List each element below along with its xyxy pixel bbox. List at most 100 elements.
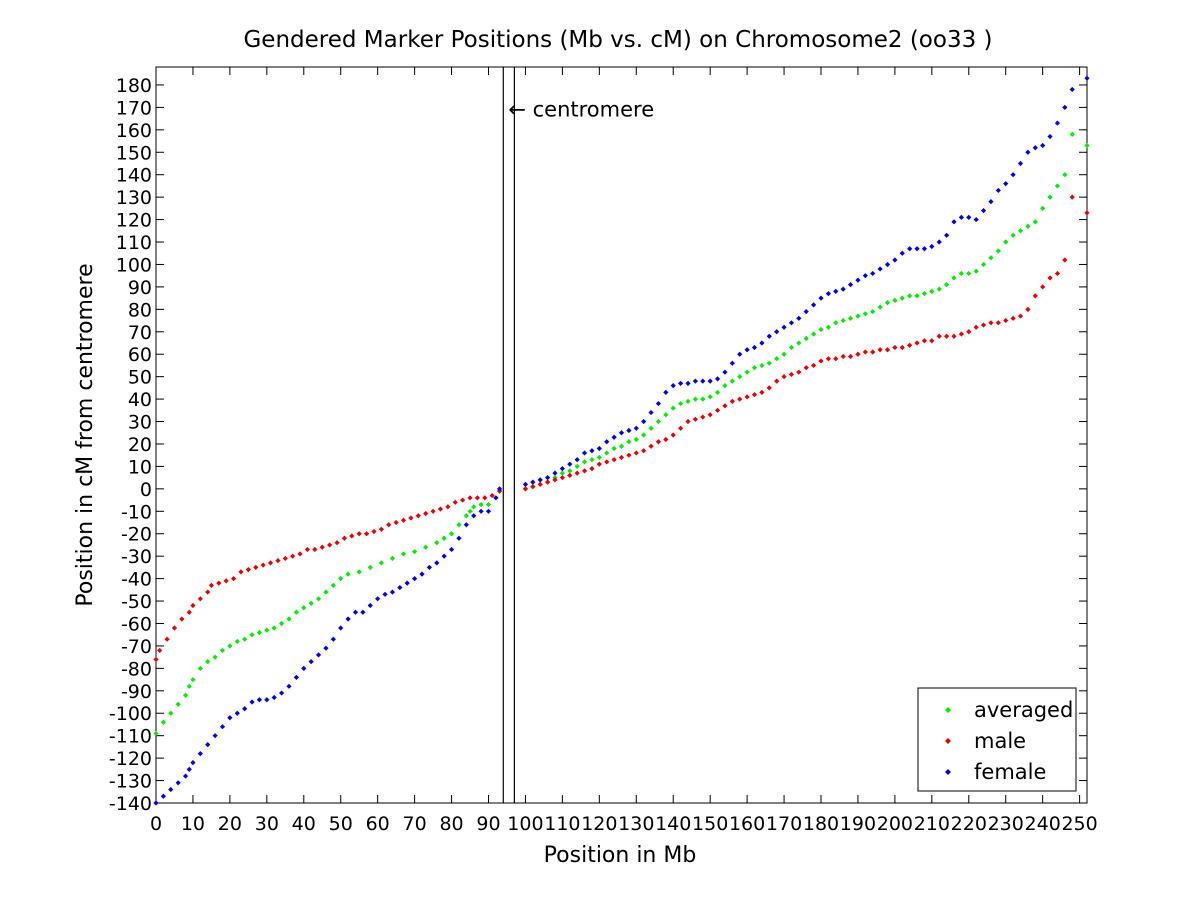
data-point-averaged xyxy=(423,544,429,550)
data-point-female xyxy=(966,214,972,220)
x-axis-label: Position in Mb xyxy=(544,843,697,868)
data-point-female xyxy=(389,589,396,595)
data-point-female xyxy=(825,291,831,297)
x-tick-label: 230 xyxy=(988,813,1024,835)
data-point-male xyxy=(958,331,964,337)
data-point-averaged xyxy=(988,255,994,261)
data-point-male xyxy=(190,602,196,609)
data-point-male xyxy=(781,374,787,380)
y-tick-label: -40 xyxy=(121,569,152,591)
data-point-averaged xyxy=(279,620,285,627)
data-point-male xyxy=(648,443,654,449)
y-tick-label: -50 xyxy=(121,591,152,613)
data-point-averaged xyxy=(308,600,314,606)
legend: averaged male female xyxy=(917,687,1077,792)
data-point-female xyxy=(1047,133,1053,140)
data-point-female xyxy=(537,477,543,483)
data-point-averaged xyxy=(803,335,809,342)
data-point-male xyxy=(581,468,588,474)
data-point-male xyxy=(714,407,721,413)
data-point-female xyxy=(936,239,942,245)
legend-box xyxy=(917,687,1077,792)
data-point-averaged xyxy=(862,311,868,317)
data-point-female xyxy=(899,250,905,256)
data-point-male xyxy=(460,497,466,503)
data-point-averaged xyxy=(467,508,473,514)
data-point-averaged xyxy=(936,286,942,292)
data-point-averaged xyxy=(973,268,979,274)
y-axis-label: Position in cM from centromere xyxy=(73,263,98,606)
y-tick-label: -10 xyxy=(121,501,152,523)
data-point-male xyxy=(678,425,684,431)
data-point-female xyxy=(626,427,632,434)
data-point-female xyxy=(382,591,388,597)
data-point-male xyxy=(197,596,203,602)
data-point-female xyxy=(1032,145,1038,151)
data-point-male xyxy=(1040,284,1046,290)
data-point-averaged xyxy=(596,454,602,461)
data-point-male xyxy=(855,351,861,357)
y-tick-label: 180 xyxy=(116,75,152,97)
data-point-averaged xyxy=(574,463,580,470)
data-point-female xyxy=(426,564,432,570)
data-point-averaged xyxy=(847,315,854,321)
data-point-female xyxy=(618,430,625,436)
y-tick-label: 150 xyxy=(116,142,152,164)
data-point-averaged xyxy=(907,293,913,299)
data-point-female xyxy=(456,535,462,541)
x-tick-label: 0 xyxy=(150,813,162,835)
data-point-averaged xyxy=(389,555,396,562)
y-tick-label: 60 xyxy=(128,344,152,366)
data-point-male xyxy=(467,495,473,501)
data-point-male xyxy=(452,499,458,505)
data-point-female xyxy=(493,495,499,501)
legend-label-averaged: averaged xyxy=(974,698,1073,722)
data-point-male xyxy=(157,647,163,654)
data-point-male xyxy=(530,484,536,490)
x-tick-label: 200 xyxy=(877,813,913,835)
data-point-female xyxy=(242,706,248,712)
data-point-male xyxy=(245,567,251,573)
data-point-male xyxy=(208,582,215,588)
data-point-male xyxy=(596,461,602,467)
data-point-averaged xyxy=(1032,219,1038,225)
data-point-averaged xyxy=(456,522,462,528)
data-point-female xyxy=(441,553,447,559)
data-point-female xyxy=(1084,75,1090,81)
x-tick-label: 180 xyxy=(803,813,839,835)
data-point-averaged xyxy=(212,654,218,660)
data-point-male xyxy=(803,365,809,371)
data-point-averaged xyxy=(234,638,240,645)
data-point-male xyxy=(759,389,765,395)
data-point-averaged xyxy=(980,261,987,268)
data-point-female xyxy=(611,434,617,440)
data-point-male xyxy=(936,333,942,339)
data-point-male xyxy=(833,356,839,362)
y-tick-label: -90 xyxy=(121,681,152,703)
data-point-female xyxy=(153,800,159,806)
data-point-female xyxy=(367,602,373,609)
y-tick-label: 90 xyxy=(128,277,152,299)
data-point-averaged xyxy=(1010,232,1016,238)
y-tick-label: -140 xyxy=(109,793,152,815)
data-point-averaged xyxy=(400,551,407,557)
data-point-male xyxy=(774,378,780,384)
data-point-female xyxy=(293,674,299,680)
data-point-female xyxy=(227,715,233,721)
data-point-female xyxy=(345,616,351,622)
data-point-male xyxy=(260,562,266,568)
data-point-averaged xyxy=(434,540,440,546)
data-point-averaged xyxy=(899,295,905,301)
data-point-averaged xyxy=(478,501,484,508)
data-point-male xyxy=(567,472,573,478)
data-point-female xyxy=(1069,86,1075,93)
data-point-male xyxy=(186,609,192,615)
data-point-female xyxy=(729,360,735,366)
data-point-male xyxy=(892,344,898,351)
y-tick-label: -110 xyxy=(109,726,152,748)
y-tick-label: 0 xyxy=(140,479,152,501)
data-point-female xyxy=(840,286,846,292)
data-point-female xyxy=(264,697,270,703)
data-point-male xyxy=(685,418,691,425)
x-tick-label: 100 xyxy=(507,813,543,835)
